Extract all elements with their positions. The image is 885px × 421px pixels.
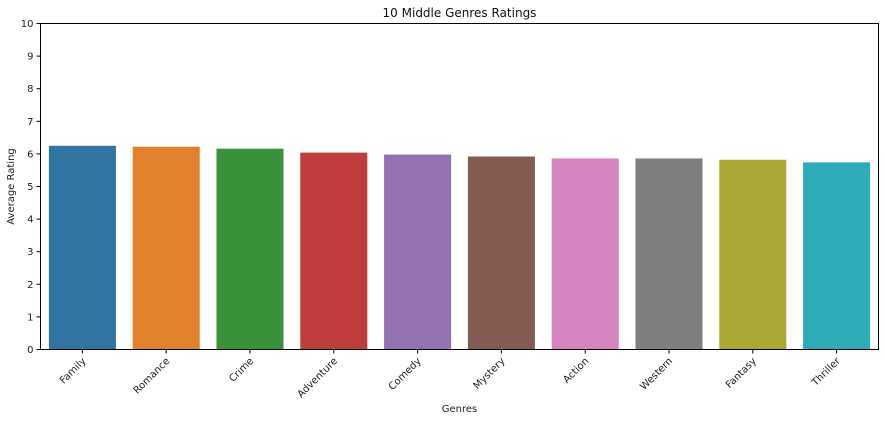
bar-western: [635, 158, 703, 350]
x-tick-label: Crime: [227, 356, 256, 385]
bar-romance: [132, 146, 200, 350]
x-tick-label: Western: [638, 356, 675, 393]
plot-frame: [40, 23, 879, 350]
x-tick-label: Fantasy: [724, 356, 759, 391]
bar-action: [551, 158, 619, 350]
x-tick-label: Action: [561, 356, 591, 386]
bar-crime: [216, 148, 284, 350]
y-tick-label: 6: [27, 149, 33, 160]
bar-comedy: [384, 154, 452, 350]
x-tick-label: Family: [58, 356, 89, 387]
x-tick-label: Thriller: [809, 355, 843, 389]
x-tick-label: Comedy: [387, 356, 424, 393]
bar-family: [48, 145, 116, 350]
y-tick-label: 10: [21, 19, 34, 30]
x-tick-label: Mystery: [472, 356, 508, 392]
x-axis-label: Genres: [442, 404, 478, 415]
y-axis-label: Average Rating: [6, 148, 17, 224]
bar-thriller: [803, 162, 871, 350]
y-axis: 0 1 2 3 4 5 6 7 8 9 10: [21, 19, 41, 356]
bar-mystery: [467, 156, 535, 350]
x-tick-label: Adventure: [296, 356, 340, 400]
y-tick-label: 1: [27, 312, 33, 323]
y-tick-label: 7: [27, 117, 33, 128]
x-axis: Family Romance Crime Adventure Comedy Mystery…: [58, 349, 843, 400]
bar-fantasy: [719, 159, 787, 350]
bar-adventure: [300, 152, 368, 350]
chart-title: 10 Middle Genres Ratings: [383, 6, 537, 20]
x-tick-label: Romance: [132, 356, 173, 397]
bars-group: [48, 145, 871, 350]
y-tick-label: 2: [27, 280, 33, 291]
y-tick-label: 5: [27, 182, 33, 193]
y-tick-label: 0: [27, 345, 33, 356]
y-tick-label: 9: [27, 52, 33, 63]
y-tick-label: 4: [27, 215, 33, 226]
y-tick-label: 3: [27, 247, 33, 258]
y-tick-label: 8: [27, 84, 33, 95]
